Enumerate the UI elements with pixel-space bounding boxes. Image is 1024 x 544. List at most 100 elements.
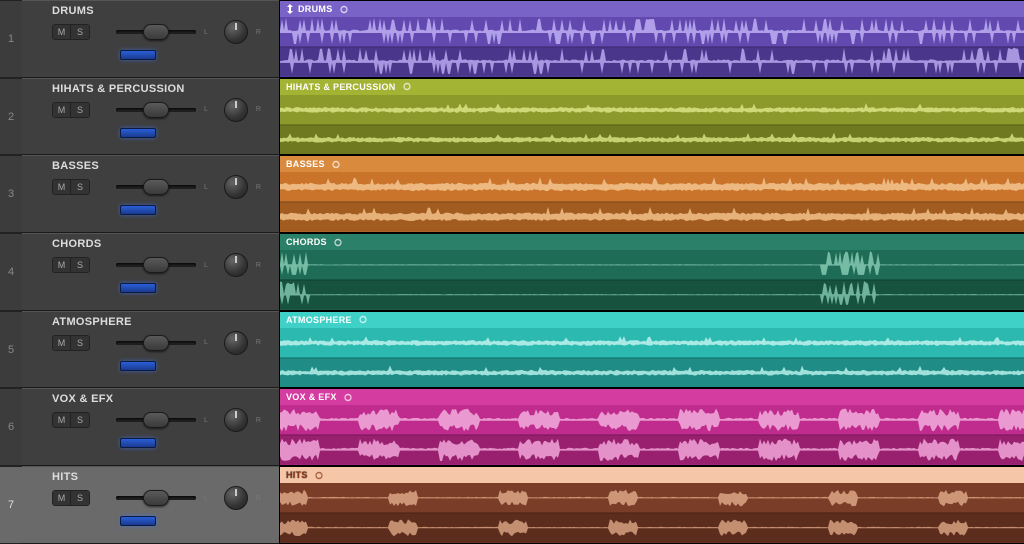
clip-thumbnail <box>120 283 156 293</box>
region-name-label: CHORDS <box>286 237 327 247</box>
mute-button[interactable]: M <box>53 180 71 194</box>
track-header[interactable]: CHORDS M S L R <box>22 233 279 311</box>
solo-button[interactable]: S <box>71 491 89 505</box>
region-header: HITS <box>280 467 1024 483</box>
pan-right-label: R <box>256 106 261 113</box>
mute-button[interactable]: M <box>53 103 71 117</box>
region-name-label: HITS <box>286 470 308 480</box>
track-number[interactable]: 2 <box>0 78 22 156</box>
track-number[interactable]: 5 <box>0 311 22 389</box>
pan-right-label: R <box>256 417 261 424</box>
audio-region[interactable]: ATMOSPHERE <box>280 311 1024 389</box>
track-header[interactable]: DRUMS M S L R <box>22 0 279 78</box>
solo-button[interactable]: S <box>71 25 89 39</box>
pan-knob[interactable] <box>224 331 248 355</box>
pan-knob[interactable] <box>224 20 248 44</box>
pan-left-label: L <box>204 417 208 424</box>
pan-knob[interactable] <box>224 253 248 277</box>
daw-arrange-view: 1234567 DRUMS M S L R HIHATS & PERCUSSIO… <box>0 0 1024 544</box>
track-name-label: HIHATS & PERCUSSION <box>52 83 271 95</box>
loop-icon <box>329 160 343 169</box>
region-header: HIHATS & PERCUSSION <box>280 79 1024 95</box>
track-header[interactable]: HIHATS & PERCUSSION M S L R <box>22 78 279 156</box>
audio-region[interactable]: DRUMS <box>280 0 1024 78</box>
mute-button[interactable]: M <box>53 413 71 427</box>
mute-button[interactable]: M <box>53 25 71 39</box>
track-name-label: BASSES <box>52 160 271 172</box>
waveform-display <box>280 250 1024 310</box>
pan-knob[interactable] <box>224 408 248 432</box>
track-number[interactable]: 4 <box>0 233 22 311</box>
loop-icon <box>356 315 370 324</box>
region-name-label: VOX & EFX <box>286 392 337 402</box>
track-number[interactable]: 6 <box>0 388 22 466</box>
region-name-label: DRUMS <box>298 4 333 14</box>
pan-knob[interactable] <box>224 175 248 199</box>
mute-solo-group: M S <box>52 490 90 506</box>
track-name-label: CHORDS <box>52 238 271 250</box>
volume-slider[interactable] <box>116 335 196 351</box>
mute-solo-group: M S <box>52 412 90 428</box>
pan-left-label: L <box>204 339 208 346</box>
pan-right-label: R <box>256 495 261 502</box>
loop-icon <box>331 238 345 247</box>
loop-icon <box>337 5 351 14</box>
track-number[interactable]: 1 <box>0 0 22 78</box>
pan-left-label: L <box>204 184 208 191</box>
mute-button[interactable]: M <box>53 258 71 272</box>
mute-button[interactable]: M <box>53 491 71 505</box>
mute-solo-group: M S <box>52 335 90 351</box>
region-name-label: ATMOSPHERE <box>286 315 352 325</box>
pan-left-label: L <box>204 495 208 502</box>
track-name-label: DRUMS <box>52 5 271 17</box>
pan-right-label: R <box>256 29 261 36</box>
region-header: BASSES <box>280 156 1024 172</box>
volume-slider[interactable] <box>116 24 196 40</box>
volume-slider[interactable] <box>116 490 196 506</box>
clip-thumbnail <box>120 361 156 371</box>
audio-region[interactable]: BASSES <box>280 155 1024 233</box>
pan-knob[interactable] <box>224 486 248 510</box>
audio-region[interactable]: CHORDS <box>280 233 1024 311</box>
clip-thumbnail <box>120 205 156 215</box>
audio-region[interactable]: VOX & EFX <box>280 388 1024 466</box>
loop-icon <box>312 471 326 480</box>
region-header: CHORDS <box>280 234 1024 250</box>
solo-button[interactable]: S <box>71 336 89 350</box>
waveform-display <box>280 328 1024 388</box>
mute-solo-group: M S <box>52 24 90 40</box>
volume-slider[interactable] <box>116 412 196 428</box>
pan-right-label: R <box>256 262 261 269</box>
audio-region[interactable]: HITS <box>280 466 1024 544</box>
solo-button[interactable]: S <box>71 258 89 272</box>
resize-arrows-icon <box>286 4 294 14</box>
audio-region[interactable]: HIHATS & PERCUSSION <box>280 78 1024 156</box>
volume-slider[interactable] <box>116 179 196 195</box>
waveform-display <box>280 405 1024 465</box>
clip-thumbnail <box>120 516 156 526</box>
track-number[interactable]: 3 <box>0 155 22 233</box>
region-header: DRUMS <box>280 1 1024 17</box>
solo-button[interactable]: S <box>71 180 89 194</box>
solo-button[interactable]: S <box>71 413 89 427</box>
volume-slider[interactable] <box>116 102 196 118</box>
track-number[interactable]: 7 <box>0 466 22 544</box>
pan-knob[interactable] <box>224 98 248 122</box>
track-header[interactable]: VOX & EFX M S L R <box>22 388 279 466</box>
pan-left-label: L <box>204 262 208 269</box>
arrangement-lane[interactable]: DRUMS HIHATS & PERCUSSION <box>280 0 1024 544</box>
pan-right-label: R <box>256 184 261 191</box>
region-header: VOX & EFX <box>280 389 1024 405</box>
clip-thumbnail <box>120 128 156 138</box>
solo-button[interactable]: S <box>71 103 89 117</box>
mute-button[interactable]: M <box>53 336 71 350</box>
track-name-label: ATMOSPHERE <box>52 316 271 328</box>
region-name-label: BASSES <box>286 159 325 169</box>
track-name-label: HITS <box>52 471 271 483</box>
track-header[interactable]: ATMOSPHERE M S L R <box>22 311 279 389</box>
track-header[interactable]: BASSES M S L R <box>22 155 279 233</box>
volume-slider[interactable] <box>116 257 196 273</box>
track-header[interactable]: HITS M S L R <box>22 466 279 544</box>
mute-solo-group: M S <box>52 257 90 273</box>
track-number-column: 1234567 <box>0 0 22 544</box>
